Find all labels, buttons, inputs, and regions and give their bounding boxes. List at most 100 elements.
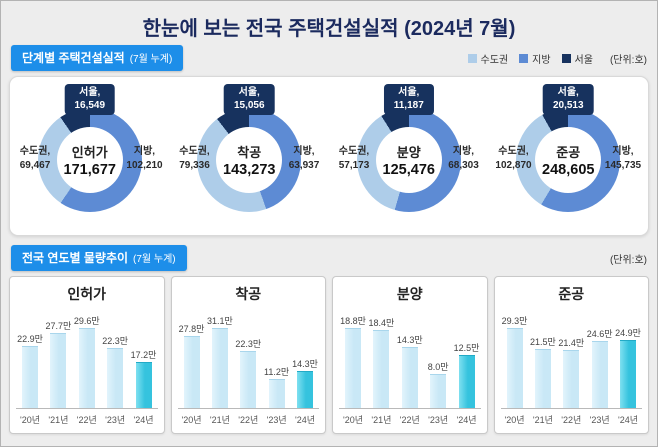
donut-panel: 서울, 16,549 인허가 171,677 수도권, 69,467 지방, 1… (9, 76, 649, 236)
legend: 수도권 지방 서울 (단위:호) (467, 51, 647, 66)
bar (430, 374, 447, 408)
donut-title: 분양 (396, 145, 421, 160)
chart-title: 준공 (558, 286, 585, 302)
seoul-callout-value: 16,549 (74, 100, 106, 111)
donut-ring: 착공 143,273 (197, 108, 302, 212)
x-axis-label: '24년 (133, 415, 154, 425)
bar-column: 12.5만 (453, 341, 481, 408)
section2-label-text: 전국 연도별 물량추이 (22, 251, 129, 265)
x-axis-label: '22년 (561, 415, 582, 425)
sudogwon-value: 79,336 (179, 159, 210, 171)
x-axis-label: '23년 (589, 415, 610, 425)
x-axis-label: '21년 (48, 415, 69, 425)
bar (50, 333, 67, 408)
bar-chart-starts: 착공 27.8만 31.1만 22.3만 11.2만 14.3만 '20년 '21년 '22… (170, 276, 326, 434)
bar-chart-row: 인허가 22.9만 27.7만 29.6만 22.3만 17.2만 '20년 '21년 '2… (9, 276, 649, 434)
donut-chart-starts: 서울, 15,056 착공 143,273 수도권, 79,336 지방, 63… (170, 77, 330, 235)
sudogwon-name: 수도권, (338, 146, 370, 157)
bars-area: 22.9만 27.7만 29.6만 22.3만 17.2만 (16, 315, 158, 409)
donut-title: 준공 (556, 145, 581, 160)
bar-column: 24.9만 (614, 326, 642, 408)
bar-chart-permits: 인허가 22.9만 27.7만 29.6만 22.3만 17.2만 '20년 '21년 '2… (9, 276, 165, 434)
sudogwon-name: 수도권, (498, 146, 529, 157)
x-axis: '20년 '21년 '22년 '23년 '24년 (501, 413, 643, 426)
seoul-callout-label: 서울, (79, 87, 101, 98)
bar-value-label: 21.5만 (529, 337, 556, 347)
donut-total: 125,476 (382, 162, 435, 178)
bar (563, 350, 580, 408)
bar (373, 330, 390, 408)
x-axis-label: '21년 (532, 415, 553, 425)
bar-column: 22.3만 (234, 337, 262, 408)
donut-ring: 준공 248,605 (516, 108, 621, 212)
bar-value-label: 31.1만 (206, 316, 233, 326)
jibang-swatch-icon (519, 53, 529, 63)
bar (135, 362, 152, 408)
bars-area: 18.8만 18.4만 14.3만 8.0만 12.5만 (339, 315, 481, 409)
x-axis-label: '20년 (19, 415, 40, 425)
seoul-callout-label: 서울, (398, 87, 420, 98)
jibang-value: 102,210 (126, 159, 163, 171)
x-axis-label: '20년 (504, 415, 525, 425)
bar-value-label: 22.3만 (235, 339, 262, 349)
bar (620, 340, 636, 408)
bar-chart-completions: 준공 29.3만 21.5만 21.4만 24.6만 24.9만 '20년 '21년 '22… (493, 276, 649, 434)
bar-column: 8.0만 (424, 360, 452, 408)
bar-chart-sales: 분양 18.8만 18.4만 14.3만 8.0만 12.5만 '20년 '21년 '22년… (332, 276, 488, 434)
x-axis-label: '21년 (371, 415, 392, 425)
section1-header: 단계별 주택건설실적 (7월 누계) 수도권 지방 서울 (단위:호) (11, 45, 647, 71)
jibang-value: 145,735 (604, 159, 642, 171)
donut-center: 준공 248,605 (535, 127, 602, 193)
sudogwon-name: 수도권, (19, 146, 51, 157)
sudogwon-value-label: 수도권, 69,467 (7, 145, 63, 172)
bar (591, 341, 608, 408)
sudogwon-value-label: 수도권, 102,870 (486, 145, 542, 172)
x-axis-label: '24년 (617, 415, 638, 425)
sudogwon-name: 수도권, (179, 146, 210, 157)
x-axis-label: '20년 (342, 415, 363, 425)
seoul-callout: 서울, 15,056 (223, 84, 275, 115)
bar-value-label: 8.0만 (427, 362, 449, 372)
x-axis-label: '22년 (76, 415, 97, 425)
jibang-value-label: 지방, 102,210 (117, 145, 173, 172)
page-title: 한눈에 보는 전국 주택건설실적 (2024년 7월) (142, 18, 516, 40)
bar-column: 11.2만 (263, 365, 291, 408)
x-axis-label: '24년 (294, 415, 315, 425)
bar (22, 346, 38, 408)
bar-column: 24.6만 (586, 327, 614, 408)
jibang-name: 지방, (133, 146, 156, 157)
bar-value-label: 24.9만 (615, 328, 641, 338)
section1-label-text: 단계별 주택건설실적 (22, 51, 125, 65)
jibang-name: 지방, (293, 146, 315, 157)
x-axis-label: '20년 (181, 415, 202, 425)
x-axis-label: '23년 (428, 415, 449, 425)
seoul-callout: 서울, 11,187 (383, 84, 434, 115)
legend-item-sudogwon: 수도권 (467, 51, 508, 66)
sudogwon-swatch-icon (467, 53, 477, 63)
bar-column: 29.3만 (501, 314, 529, 408)
x-axis: '20년 '21년 '22년 '23년 '24년 (339, 413, 481, 426)
donut-chart-permits: 서울, 16,549 인허가 171,677 수도권, 69,467 지방, 1… (10, 77, 170, 235)
bar-value-label: 22.9만 (17, 334, 43, 344)
bar-column: 22.3만 (101, 334, 129, 408)
seoul-callout-value: 11,187 (393, 100, 424, 111)
unit-label: (단위:호) (609, 54, 647, 66)
chart-title: 인허가 (67, 286, 107, 302)
donut-ring: 분양 125,476 (356, 108, 461, 212)
bar-column: 31.1만 (206, 314, 234, 408)
bar (107, 348, 124, 408)
legend-item-seoul: 서울 (561, 51, 593, 66)
bar-column: 29.6만 (73, 314, 101, 408)
donut-total: 248,605 (542, 162, 595, 178)
bar-value-label: 27.8만 (178, 324, 205, 334)
bar-column: 22.9만 (16, 332, 44, 408)
jibang-name: 지방, (612, 146, 634, 157)
bar-value-label: 14.3만 (396, 335, 423, 345)
bar-column: 18.8만 (339, 314, 367, 408)
bar-value-label: 14.3만 (292, 359, 318, 369)
seoul-callout: 서울, 20,513 (542, 84, 594, 115)
x-axis-label: '24년 (456, 415, 477, 425)
x-axis-label: '21년 (209, 415, 230, 425)
bar-value-label: 11.2만 (264, 367, 290, 377)
